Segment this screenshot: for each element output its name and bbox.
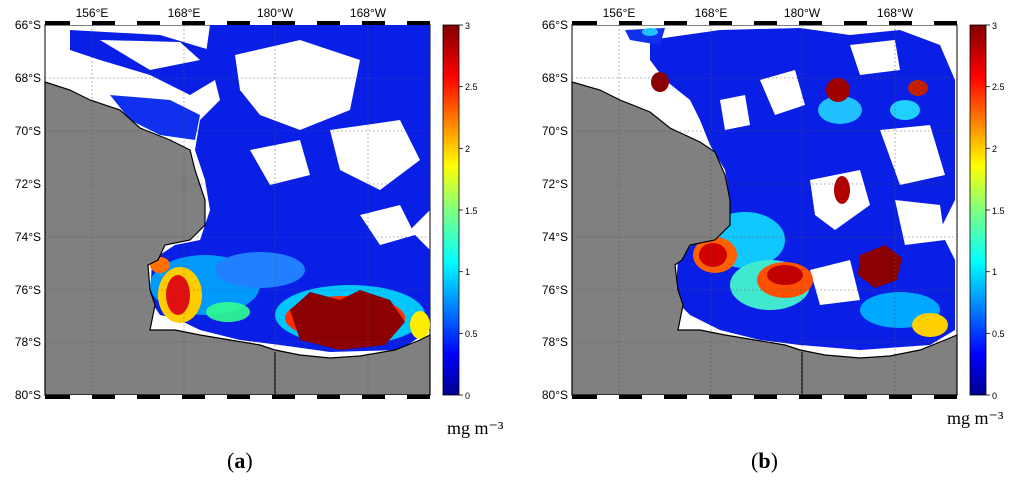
bloom-region-b: [858, 245, 902, 288]
colorbar-tick-b-2: 2: [992, 144, 997, 154]
colorbar-tick-a-1.5: 1.5: [465, 206, 478, 216]
colorbar-tick-a-2.5: 2.5: [465, 82, 478, 92]
lat-label-a-2: 70°S: [15, 124, 41, 138]
land-mass-a: [44, 81, 431, 396]
lat-label-b-6: 78°S: [542, 335, 568, 349]
colorbar-tick-a-3: 3: [465, 21, 470, 31]
colorbar-tick-b-1.5: 1.5: [992, 206, 1005, 216]
map-frame-b: [571, 21, 958, 399]
panel-letter-b: b: [758, 448, 771, 473]
colorbar-tick-b-0: 0: [992, 391, 997, 401]
lon-label-b-3: 168°W: [877, 6, 914, 20]
lat-label-a-0: 66°S: [15, 18, 41, 32]
colorbar-unit-b: mg m⁻³: [947, 408, 1004, 428]
lat-label-b-0: 66°S: [542, 18, 568, 32]
lon-label-a-1: 168°E: [168, 6, 201, 20]
lon-label-a-0: 156°E: [76, 6, 109, 20]
bloom-region-a: [290, 290, 405, 350]
panel-label-b: (b): [751, 448, 778, 473]
lat-label-b-4: 74°S: [542, 230, 568, 244]
colorbar-tick-a-1: 1: [465, 267, 470, 277]
lon-label-a-3: 168°W: [350, 6, 387, 20]
colorbar-tick-a-0: 0: [465, 391, 470, 401]
lat-label-b-7: 80°S: [542, 388, 568, 402]
colorbar-tick-b-1: 1: [992, 267, 997, 277]
lat-label-a-3: 72°S: [15, 177, 41, 191]
lon-label-b-0: 156°E: [603, 6, 636, 20]
panel-b: 156°E 168°E 180°W 168°W 66°S 68°S 70°S 7…: [542, 6, 1005, 402]
colorbar-tick-b-0.5: 0.5: [992, 329, 1005, 339]
colorbar-a: 3 2.5 2 1.5 1 0.5 0: [442, 21, 478, 401]
lat-label-b-5: 76°S: [542, 283, 568, 297]
colorbar-b: 3 2.5 2 1.5 1 0.5 0: [969, 21, 1005, 401]
lon-label-b-2: 180°W: [784, 6, 821, 20]
colorbar-tick-b-2.5: 2.5: [992, 82, 1005, 92]
panel-label-a: (a): [227, 448, 253, 473]
colorbar-unit-a: mg m⁻³: [447, 418, 504, 438]
panel-letter-a: a: [234, 448, 246, 473]
lat-label-a-1: 68°S: [15, 71, 41, 85]
lon-label-b-1: 168°E: [695, 6, 728, 20]
colorbar-tick-a-2: 2: [465, 144, 470, 154]
lat-label-a-4: 74°S: [15, 230, 41, 244]
map-frame-a: [44, 21, 431, 399]
lon-label-a-2: 180°W: [257, 6, 294, 20]
lat-label-b-1: 68°S: [542, 71, 568, 85]
lat-label-a-7: 80°S: [15, 388, 41, 402]
lat-label-a-6: 78°S: [15, 335, 41, 349]
lat-label-a-5: 76°S: [15, 283, 41, 297]
panel-a: 156°E 168°E 180°W 168°W 66°S 68°S 70°S 7…: [15, 6, 478, 402]
land-mass-b: [571, 81, 958, 396]
lat-label-b-3: 72°S: [542, 177, 568, 191]
colorbar-tick-a-0.5: 0.5: [465, 329, 478, 339]
lat-label-b-2: 70°S: [542, 124, 568, 138]
colorbar-tick-b-3: 3: [992, 21, 997, 31]
